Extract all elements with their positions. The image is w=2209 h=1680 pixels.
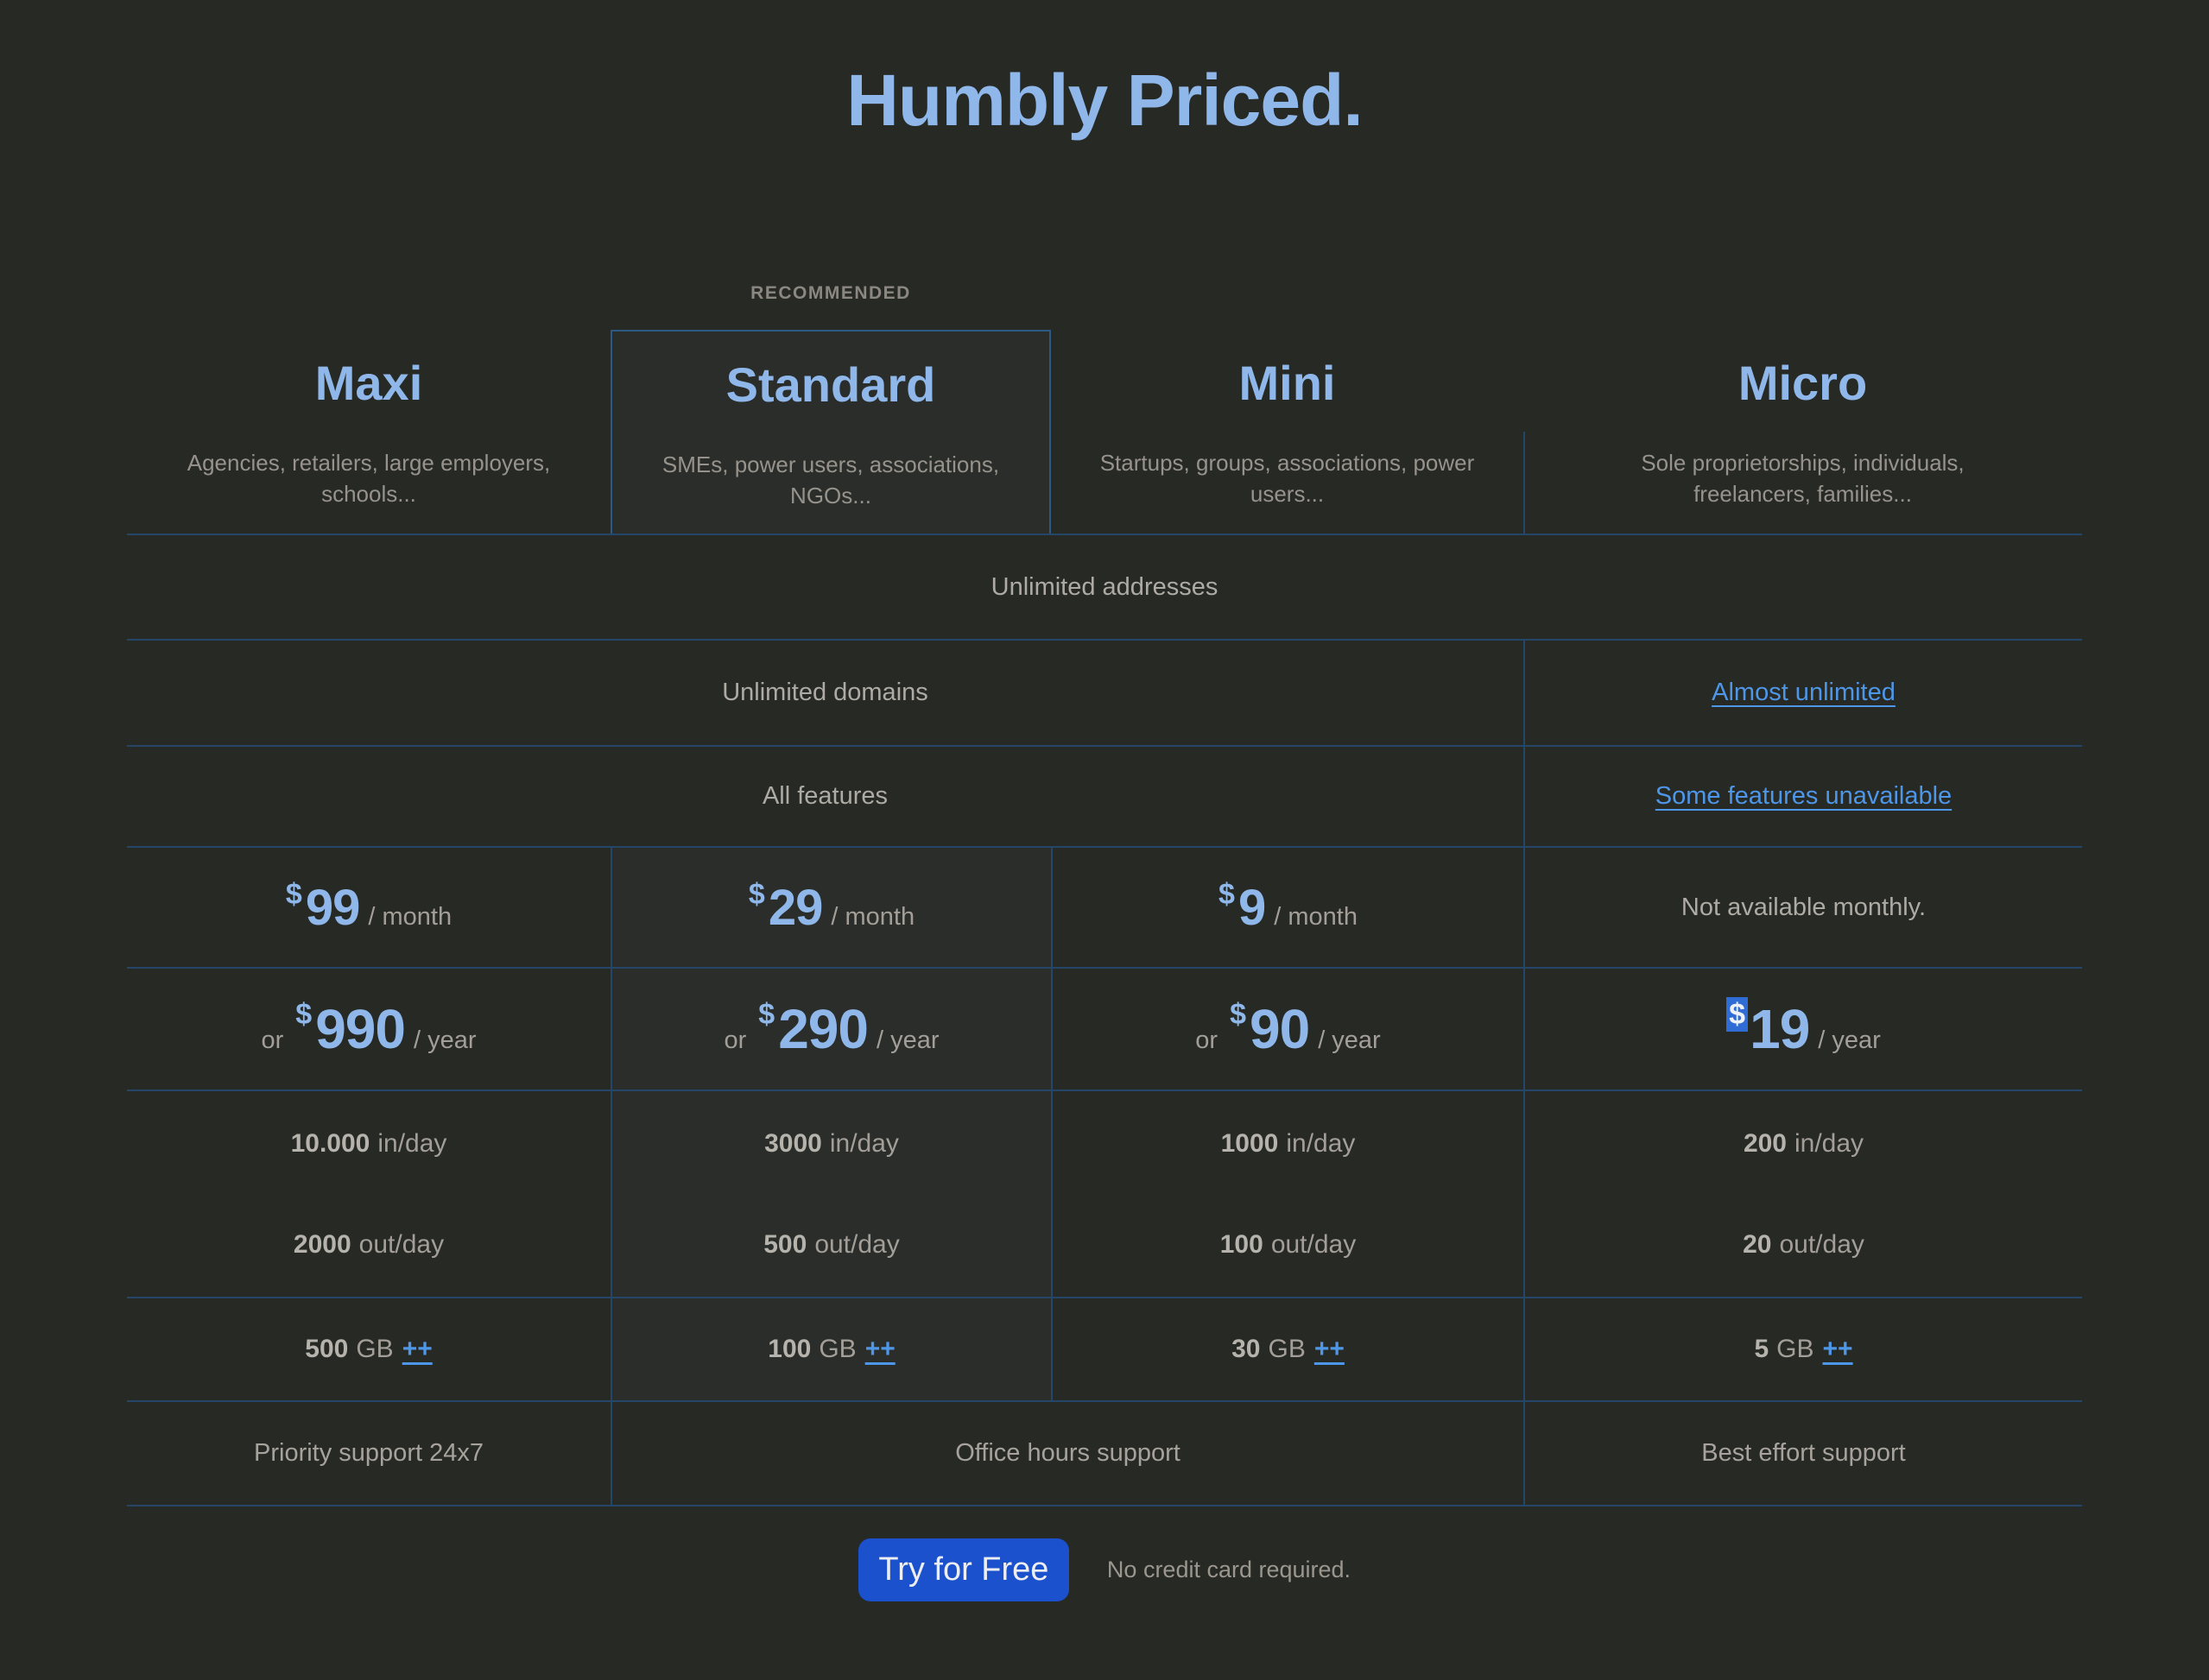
outbound-limit: 500 out/day [763,1230,900,1259]
monthly-price-micro: Not available monthly. [1523,848,2082,967]
plan-audience-micro: Sole proprietorships, individuals, freel… [1641,450,1965,507]
recommended-badge: RECOMMENDED [750,283,911,303]
storage-upgrade-link[interactable]: ++ [864,1335,896,1363]
currency-symbol: $ [1218,878,1235,911]
traffic-standard: 3000 in/day 500 out/day [611,1091,1051,1297]
monthly-price-mini: $9/ month [1051,848,1523,967]
storage-upgrade-link[interactable]: ++ [1822,1335,1853,1363]
row-support: Priority support 24x7 Office hours suppo… [127,1402,2082,1506]
inbound-limit: 10.000 in/day [290,1129,447,1158]
plan-audience-standard: SMEs, power users, associations, NGOs... [661,452,1000,508]
plan-header-micro: Micro Sole proprietorships, individuals,… [1523,330,2082,534]
yearly-price-mini: or$90/ year [1051,969,1523,1089]
outbound-limit: 100 out/day [1219,1230,1357,1259]
feature-unlimited-domains: Unlimited domains [722,679,928,706]
row-yearly-price: or$990/ year or$290/ year or$90/ year $1… [127,969,2082,1091]
pricing-table: Maxi Agencies, retailers, large employer… [127,283,2082,1506]
storage-upgrade-link[interactable]: ++ [402,1335,433,1363]
plan-name-micro: Micro [1737,356,1868,410]
support-micro: Best effort support [1523,1402,2082,1505]
support-maxi: Priority support 24x7 [254,1439,484,1467]
inbound-limit: 1000 in/day [1220,1129,1356,1158]
not-available-note: Not available monthly. [1680,893,1927,921]
outbound-limit: 20 out/day [1743,1230,1864,1259]
feature-domains-micro: Almost unlimited [1523,641,2082,745]
yearly-price-maxi: or$990/ year [261,998,477,1060]
row-traffic: 10.000 in/day 2000 out/day 3000 in/day 500 o… [127,1091,2082,1298]
plan-header-maxi: Maxi Agencies, retailers, large employer… [127,330,611,534]
outbound-limit: 2000 out/day [293,1230,445,1259]
almost-unlimited-link[interactable]: Almost unlimited [1712,679,1896,706]
inbound-limit: 3000 in/day [764,1129,899,1158]
storage-micro: 5 GB ++ [1523,1298,2082,1400]
monthly-price-standard: $29/ month [611,848,1051,967]
storage-upgrade-link[interactable]: ++ [1313,1335,1345,1363]
feature-features-micro: Some features unavailable [1523,747,2082,846]
row-features: All features Some features unavailable [127,747,2082,848]
yearly-price-micro: $19/ year [1523,969,2082,1089]
inbound-limit: 200 in/day [1743,1129,1864,1158]
no-credit-card-note: No credit card required. [1106,1557,1351,1582]
plan-header-standard: RECOMMENDED Standard SMEs, power users, … [611,283,1051,534]
pricing-page: Humbly Priced. Maxi Agencies, retailers,… [0,60,2209,1601]
row-storage: 500 GB ++ 100 GB ++ 30 GB ++ 5 GB ++ [127,1298,2082,1402]
storage-mini: 30 GB ++ [1051,1298,1523,1400]
plan-name-maxi: Maxi [314,356,423,410]
some-features-unavailable-link[interactable]: Some features unavailable [1655,782,1953,810]
plan-name-mini: Mini [1238,356,1336,410]
page-title: Humbly Priced. [846,60,1364,141]
row-monthly-price: $99/ month $29/ month $9/ month Not avai… [127,848,2082,969]
feature-all-features: All features [762,782,889,810]
currency-symbol: $ [748,878,765,911]
currency-symbol: $ [295,998,313,1031]
try-for-free-button[interactable]: Try for Free [858,1538,1069,1601]
currency-symbol: $ [1230,998,1246,1031]
currency-symbol-selected: $ [1726,997,1749,1032]
plan-header-mini: Mini Startups, groups, associations, pow… [1051,330,1523,534]
plan-header-row: Maxi Agencies, retailers, large employer… [127,283,2082,535]
storage-maxi: 500 GB ++ [305,1335,433,1363]
plan-audience-maxi: Agencies, retailers, large employers, sc… [187,450,551,507]
traffic-micro: 200 in/day 20 out/day [1523,1091,2082,1297]
row-addresses: Unlimited addresses [127,535,2082,641]
monthly-price-maxi: $99/ month [285,878,453,936]
storage-standard: 100 GB ++ [611,1298,1051,1400]
yearly-price-standard: or$290/ year [611,969,1051,1089]
row-domains: Unlimited domains Almost unlimited [127,641,2082,747]
currency-symbol: $ [758,998,775,1031]
traffic-mini: 1000 in/day 100 out/day [1051,1091,1523,1297]
footer: Try for Free No credit card required. [0,1538,2209,1601]
plan-name-standard: Standard [725,357,936,412]
currency-symbol: $ [285,878,302,911]
support-standard-mini: Office hours support [611,1402,1523,1505]
plan-audience-mini: Startups, groups, associations, power us… [1099,450,1475,507]
traffic-maxi: 10.000 in/day 2000 out/day [127,1091,611,1297]
feature-unlimited-addresses: Unlimited addresses [991,572,1218,601]
column-divider [1523,432,1525,534]
